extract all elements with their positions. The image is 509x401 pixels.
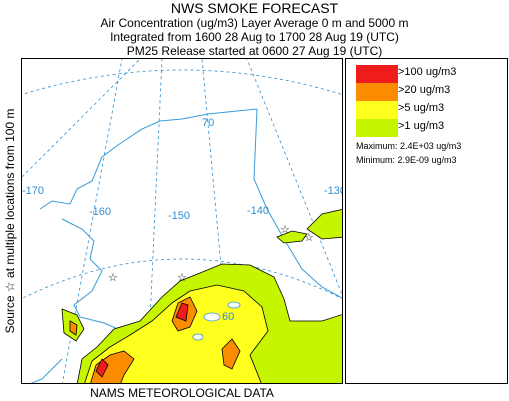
source-side-label-text: Source ☆ at multiple locations from 100 … [3,108,17,334]
lake [192,333,204,341]
longitude-label: -150 [168,210,191,222]
legend-panel: >100 ug/m3 >20 ug/m3 >5 ug/m3 >1 ug/m3 M… [345,58,508,384]
longitude-label: -130 [324,185,342,197]
smoke-map: ☆ ☆ ☆ ☆ [22,59,342,383]
peninsula-coast [30,358,63,383]
legend-label-gt100: >100 ug/m3 [398,66,457,78]
latitude-label: 70 [202,117,215,129]
canada-border [253,108,342,299]
source-side-label: Source ☆ at multiple locations from 100 … [0,58,20,384]
source-marker: ☆ [304,232,314,244]
legend-swatch-gt1 [356,119,398,137]
source-marker: ☆ [108,272,118,284]
legend-swatch-gt100 [356,65,398,83]
release-start: PM25 Release started at 0600 27 Aug 19 (… [126,44,383,58]
longitude-label: -140 [247,205,270,217]
legend-swatch-gt20 [356,83,398,101]
plume-gt100-b [95,358,109,378]
plume-gt20-c [221,338,241,370]
parallel-line [22,258,342,299]
smoke-contours [61,209,342,383]
arctic-coast [39,108,258,210]
lake [227,301,241,309]
legend-swatch-gt5 [356,101,398,119]
maximum-value: Maximum: 2.4E+03 ug/m3 [356,141,462,151]
legend-label-gt1: >1 ug/m3 [398,120,445,132]
plume-west-b [69,320,78,336]
source-markers: ☆ ☆ ☆ ☆ [108,224,314,284]
longitude-label: -160 [89,206,112,218]
latitude-label: 60 [222,311,235,323]
meridian-line [246,59,342,296]
data-source-footer: NAMS METEOROLOGICAL DATA [90,386,274,400]
map-title: NWS SMOKE FORECAST [170,0,339,16]
minimum-value: Minimum: 2.9E-09 ug/m3 [356,155,457,165]
plume-east-b [306,209,342,240]
plume-east-a [276,230,308,244]
legend-label-gt20: >20 ug/m3 [398,84,451,96]
lakes [192,301,241,341]
plume-gt100-a [175,302,189,322]
map-panel: ☆ ☆ ☆ ☆ -170 -160 -150 -140 -130 70 60 [21,58,343,384]
lake [203,312,221,322]
source-marker: ☆ [177,272,187,284]
parallel-line [22,69,342,95]
longitude-label: -170 [22,185,45,197]
meridian-line [22,59,141,178]
concentration-description: Air Concentration (ug/m3) Layer Average … [100,16,409,30]
integration-period: Integrated from 1600 28 Aug to 1700 28 A… [110,30,399,44]
source-marker: ☆ [280,224,290,236]
legend-label-gt5: >5 ug/m3 [398,102,445,114]
